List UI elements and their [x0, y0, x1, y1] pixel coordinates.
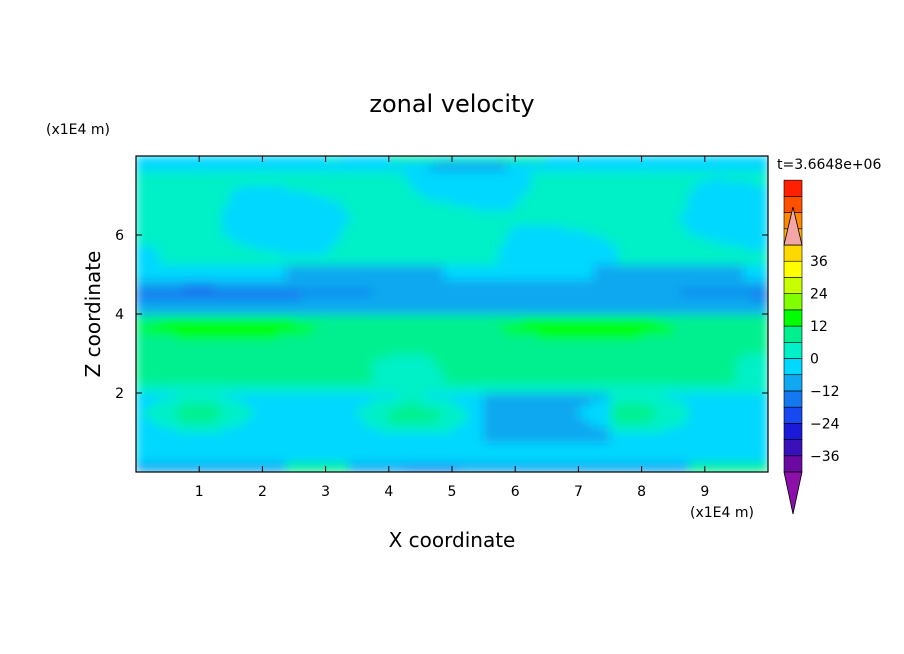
- x-tick-label: 1: [195, 484, 204, 500]
- x-tick-label: 3: [321, 484, 330, 500]
- time-label: t=3.6648e+06: [777, 157, 881, 173]
- x-axis: 1 2 3 4 5 6 7 8 9: [195, 156, 709, 500]
- colorbar-tick-label: −36: [810, 449, 840, 465]
- colorbar-tick-label: 0: [810, 352, 819, 368]
- chart-title: zonal velocity: [369, 90, 534, 118]
- colorbar-swatch: [783, 358, 803, 376]
- y-tick-label: 4: [115, 307, 124, 323]
- colorbar-tick-label: 36: [810, 254, 828, 270]
- colorbar-swatch: [783, 423, 803, 440]
- x-tick-label: 2: [258, 484, 267, 500]
- x-tick-label: 7: [574, 484, 583, 500]
- colorbar: 36 24 12 0 −12 −24 −36: [783, 179, 840, 515]
- colorbar-swatch: [783, 406, 803, 424]
- colorbar-over-arrow: [783, 206, 803, 246]
- colorbar-swatch: [783, 374, 803, 392]
- x-unit-label: (x1E4 m): [690, 505, 754, 521]
- x-tick-label: 9: [700, 484, 709, 500]
- colorbar-swatch: [783, 455, 803, 473]
- colorbar-swatch: [783, 179, 803, 197]
- y-axis: 2 4 6: [115, 228, 768, 402]
- colorbar-tick-label: −12: [810, 384, 840, 400]
- colorbar-swatch: [783, 260, 803, 278]
- colorbar-swatch: [783, 277, 803, 294]
- colorbar-swatch: [783, 293, 803, 311]
- colorbar-tick-label: 24: [810, 287, 828, 303]
- colorbar-swatch: [783, 439, 803, 457]
- colorbar-swatch: [783, 244, 803, 262]
- x-tick-label: 4: [384, 484, 393, 500]
- colorbar-swatch: [783, 341, 803, 359]
- colorbar-swatch: [783, 325, 803, 343]
- colorbar-tick-label: 12: [810, 319, 828, 335]
- y-unit-label: (x1E4 m): [46, 122, 110, 138]
- colorbar-tick-label: −24: [810, 416, 840, 432]
- y-tick-label: 6: [115, 228, 124, 244]
- colorbar-swatch: [783, 390, 803, 408]
- x-tick-label: 5: [448, 484, 457, 500]
- x-tick-label: 8: [637, 484, 646, 500]
- colorbar-swatch: [783, 309, 803, 327]
- y-axis-label: Z coordinate: [81, 251, 105, 378]
- plot-area: [136, 156, 768, 472]
- x-axis-label: X coordinate: [389, 528, 516, 552]
- colorbar-under-arrow: [783, 471, 803, 515]
- x-tick-label: 6: [511, 484, 520, 500]
- y-tick-label: 2: [115, 386, 124, 402]
